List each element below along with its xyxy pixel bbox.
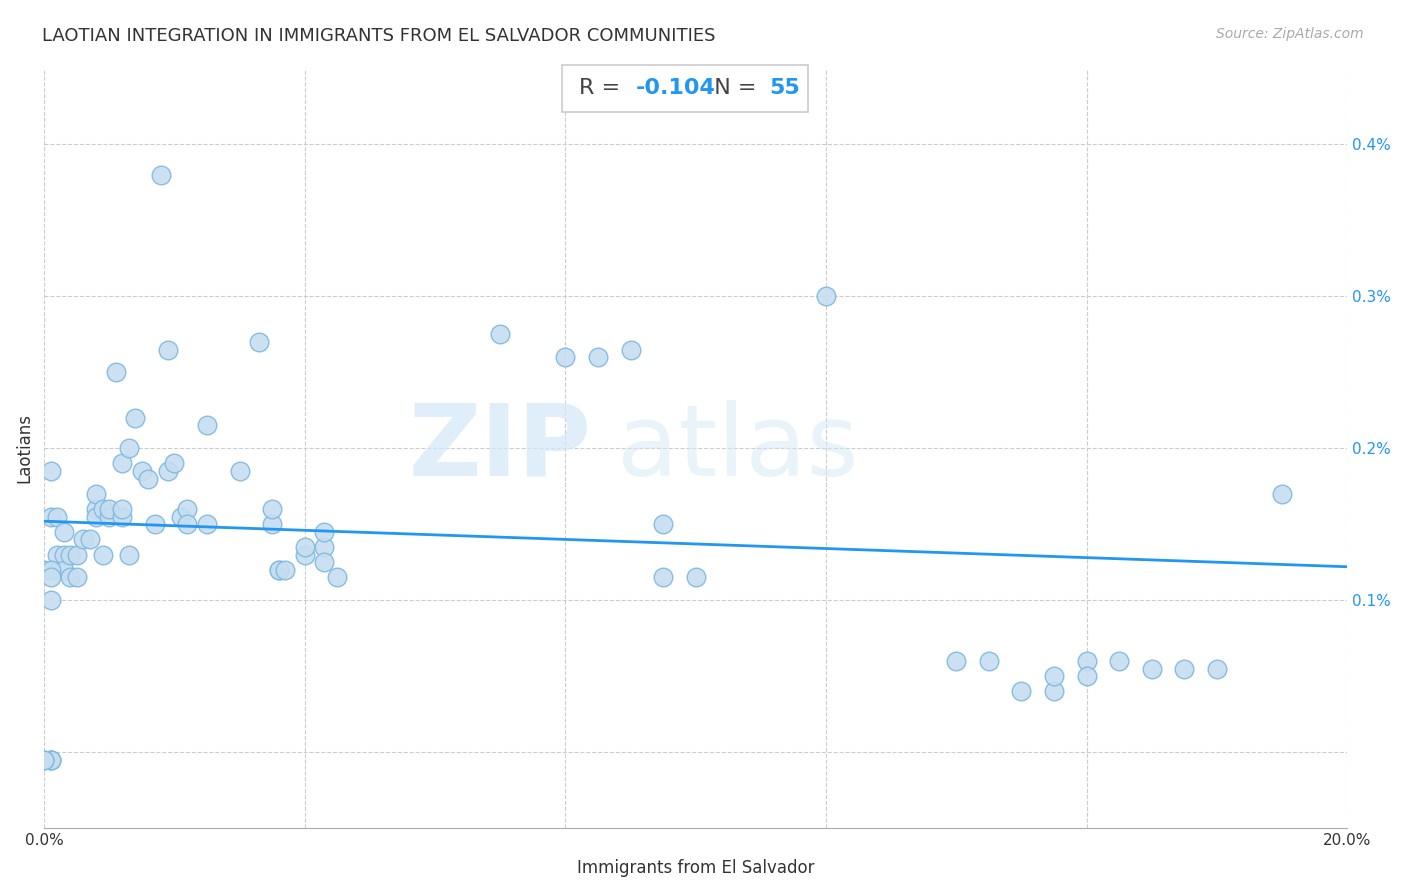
Point [267, 563, 290, 577]
Point [619, 343, 641, 357]
Point [294, 548, 316, 562]
Point [59, 570, 82, 584]
Point [84, 502, 107, 516]
Point [314, 524, 336, 539]
Point [118, 442, 141, 456]
Point [66, 570, 89, 584]
Point [46, 509, 69, 524]
Point [39, 753, 62, 767]
Text: atlas: atlas [617, 400, 859, 497]
Point [32, 753, 55, 767]
Point [52, 563, 75, 577]
Point [46, 548, 69, 562]
Text: 55: 55 [769, 78, 800, 98]
Point [294, 540, 316, 554]
Point [39, 464, 62, 478]
Point [1173, 661, 1195, 675]
Point [143, 517, 166, 532]
Point [176, 517, 198, 532]
Point [156, 343, 179, 357]
Text: -0.104: -0.104 [636, 78, 716, 98]
Point [79, 533, 101, 547]
Point [314, 540, 336, 554]
Point [274, 563, 297, 577]
Point [32, 563, 55, 577]
Text: LAOTIAN INTEGRATION IN IMMIGRANTS FROM EL SALVADOR COMMUNITIES: LAOTIAN INTEGRATION IN IMMIGRANTS FROM E… [42, 27, 716, 45]
Point [170, 509, 193, 524]
Point [814, 289, 837, 303]
Point [685, 570, 707, 584]
Point [326, 570, 349, 584]
Point [489, 327, 512, 342]
Point [52, 524, 75, 539]
Point [1076, 669, 1098, 683]
Point [262, 502, 284, 516]
Point [124, 410, 146, 425]
Point [39, 753, 62, 767]
Y-axis label: Laotians: Laotians [15, 413, 32, 483]
Point [131, 464, 153, 478]
Text: ZIP: ZIP [409, 400, 592, 497]
Point [98, 502, 121, 516]
Point [652, 517, 675, 532]
Point [66, 548, 89, 562]
Point [195, 517, 218, 532]
Point [176, 502, 198, 516]
Point [1076, 654, 1098, 668]
Point [39, 593, 62, 607]
Point [195, 418, 218, 433]
Point [945, 654, 967, 668]
Point [247, 334, 270, 349]
Point [52, 548, 75, 562]
Point [111, 502, 134, 516]
Point [554, 350, 576, 364]
Text: N =: N = [700, 78, 763, 98]
Point [1271, 487, 1294, 501]
Point [118, 548, 141, 562]
Point [1043, 684, 1066, 698]
Point [150, 168, 173, 182]
Point [1140, 661, 1163, 675]
Point [39, 570, 62, 584]
Point [104, 365, 127, 379]
Point [32, 753, 55, 767]
Point [84, 487, 107, 501]
Point [1108, 654, 1130, 668]
Point [262, 517, 284, 532]
Point [72, 533, 94, 547]
Point [228, 464, 250, 478]
Point [314, 555, 336, 569]
Point [39, 509, 62, 524]
X-axis label: Immigrants from El Salvador: Immigrants from El Salvador [576, 859, 814, 877]
Point [111, 457, 134, 471]
Point [163, 457, 186, 471]
Point [84, 509, 107, 524]
Point [1043, 669, 1066, 683]
Point [138, 472, 160, 486]
Point [91, 502, 114, 516]
Point [91, 548, 114, 562]
Point [977, 654, 1000, 668]
Point [652, 570, 675, 584]
Point [1206, 661, 1229, 675]
Text: Source: ZipAtlas.com: Source: ZipAtlas.com [1216, 27, 1364, 41]
Point [98, 509, 121, 524]
Point [39, 563, 62, 577]
Point [59, 548, 82, 562]
Point [156, 464, 179, 478]
Point [267, 563, 290, 577]
Text: R =: R = [579, 78, 627, 98]
Point [1011, 684, 1033, 698]
Point [586, 350, 609, 364]
Point [39, 753, 62, 767]
Point [111, 509, 134, 524]
